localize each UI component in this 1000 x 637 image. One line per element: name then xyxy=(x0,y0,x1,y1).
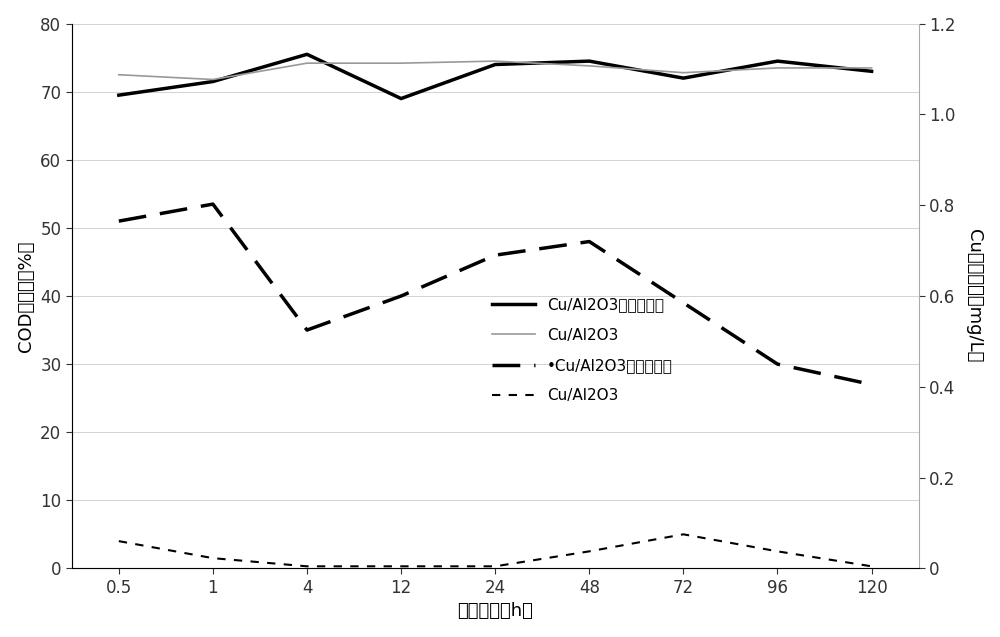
Cu/Al2O3 xyxy=(301,59,313,67)
Cu/Al2O3混合活性炭 xyxy=(489,61,501,68)
Line: Cu/Al2O3混合活性炭: Cu/Al2O3混合活性炭 xyxy=(119,54,872,99)
•Cu/Al2O3混合活性炭 xyxy=(301,326,313,334)
Cu/Al2O3混合活性炭 xyxy=(583,57,595,65)
Cu/Al2O3 xyxy=(771,548,783,555)
Cu/Al2O3混合活性炭 xyxy=(677,75,689,82)
Cu/Al2O3 xyxy=(583,62,595,69)
Cu/Al2O3 xyxy=(395,59,407,67)
•Cu/Al2O3混合活性炭 xyxy=(677,299,689,306)
•Cu/Al2O3混合活性炭 xyxy=(771,361,783,368)
Cu/Al2O3混合活性炭 xyxy=(771,57,783,65)
X-axis label: 反应时间（h）: 反应时间（h） xyxy=(457,603,533,620)
Y-axis label: COD去除率（%）: COD去除率（%） xyxy=(17,240,35,352)
Cu/Al2O3 xyxy=(771,64,783,72)
Cu/Al2O3 xyxy=(207,554,219,562)
Cu/Al2O3 xyxy=(866,64,878,72)
Cu/Al2O3 xyxy=(583,548,595,555)
Cu/Al2O3混合活性炭 xyxy=(207,78,219,85)
Cu/Al2O3 xyxy=(207,76,219,83)
Line: Cu/Al2O3: Cu/Al2O3 xyxy=(119,61,872,80)
Cu/Al2O3 xyxy=(113,71,125,78)
Cu/Al2O3 xyxy=(489,562,501,570)
•Cu/Al2O3混合活性炭 xyxy=(207,200,219,208)
Y-axis label: Cu离子浓度（mg/L）: Cu离子浓度（mg/L） xyxy=(965,229,983,362)
Cu/Al2O3 xyxy=(866,562,878,570)
Cu/Al2O3混合活性炭 xyxy=(395,95,407,103)
Cu/Al2O3混合活性炭 xyxy=(113,91,125,99)
Cu/Al2O3混合活性炭 xyxy=(866,68,878,75)
•Cu/Al2O3混合活性炭 xyxy=(113,217,125,225)
Line: •Cu/Al2O3混合活性炭: •Cu/Al2O3混合活性炭 xyxy=(119,204,872,385)
Cu/Al2O3 xyxy=(301,562,313,570)
•Cu/Al2O3混合活性炭 xyxy=(866,381,878,389)
Cu/Al2O3 xyxy=(489,57,501,65)
Cu/Al2O3 xyxy=(677,69,689,76)
Cu/Al2O3 xyxy=(113,537,125,545)
Cu/Al2O3 xyxy=(677,531,689,538)
•Cu/Al2O3混合活性炭 xyxy=(489,252,501,259)
Line: Cu/Al2O3: Cu/Al2O3 xyxy=(119,534,872,566)
Cu/Al2O3 xyxy=(395,562,407,570)
•Cu/Al2O3混合活性炭 xyxy=(583,238,595,245)
•Cu/Al2O3混合活性炭 xyxy=(395,292,407,300)
Cu/Al2O3混合活性炭 xyxy=(301,50,313,58)
Legend: Cu/Al2O3混合活性炭, Cu/Al2O3, •Cu/Al2O3混合活性炭, Cu/Al2O3: Cu/Al2O3混合活性炭, Cu/Al2O3, •Cu/Al2O3混合活性炭,… xyxy=(486,292,679,410)
